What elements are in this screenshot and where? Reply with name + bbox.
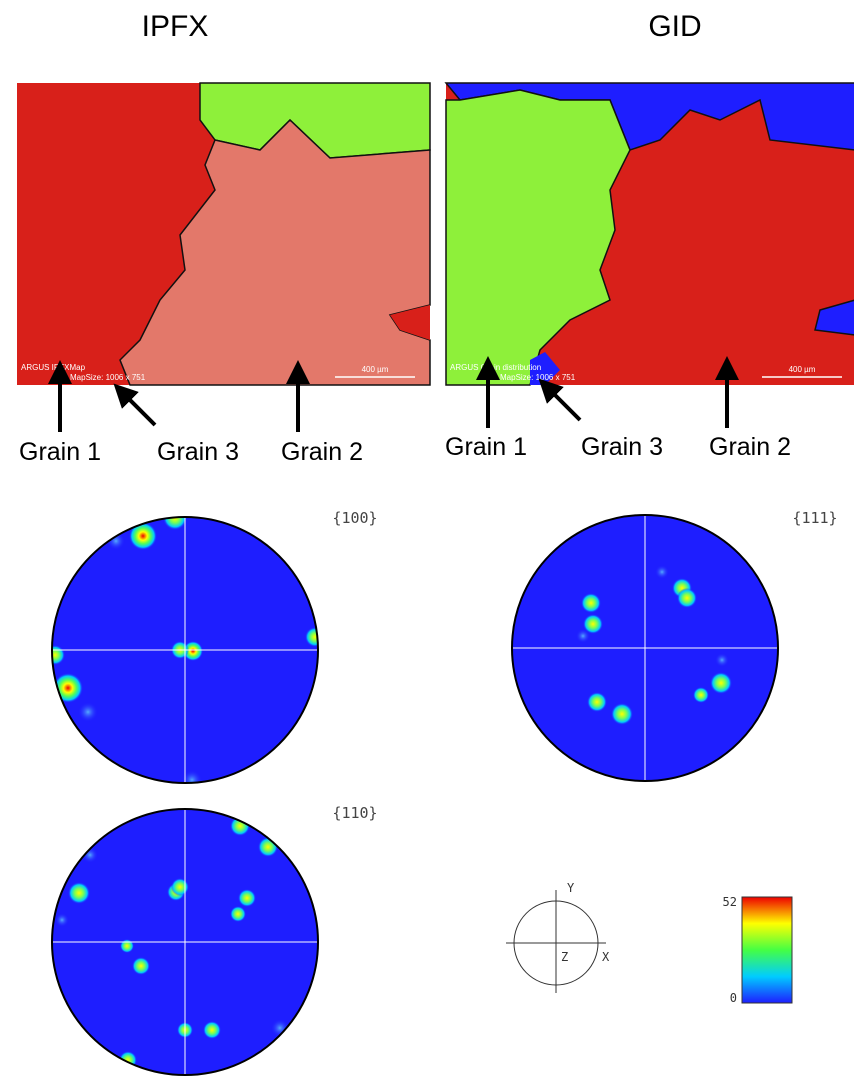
arrows bbox=[48, 356, 739, 432]
reference-axes bbox=[506, 890, 606, 993]
grain-label: Grain 3 bbox=[157, 438, 239, 466]
scale-bar-label: 400 µm bbox=[362, 365, 389, 374]
pole-figure-label: {111} bbox=[792, 509, 837, 527]
pole-figure-label: {100} bbox=[332, 509, 377, 527]
grain-label: Grain 3 bbox=[581, 433, 663, 461]
grain-label: Grain 2 bbox=[281, 438, 363, 466]
ipfx-map: ARGUS IPFXMap MapSize: 1006 x 751 400 µm bbox=[17, 82, 431, 386]
scale-bar-label: 400 µm bbox=[789, 365, 816, 374]
map-size: MapSize: 1006 x 751 bbox=[70, 373, 146, 382]
map-caption: ARGUS IPFXMap bbox=[21, 363, 86, 372]
map-size: MapSize: 1006 x 751 bbox=[500, 373, 576, 382]
grain-label: Grain 1 bbox=[19, 438, 101, 466]
axis-label: X bbox=[602, 950, 610, 964]
grain-label: Grain 2 bbox=[709, 433, 791, 461]
pole-figure bbox=[51, 516, 319, 784]
gid-map: ARGUS Grain distribution MapSize: 1006 x… bbox=[444, 82, 854, 386]
colorbar-label: 52 bbox=[723, 895, 737, 909]
panel-title: GID bbox=[648, 10, 701, 43]
map-caption: ARGUS Grain distribution bbox=[450, 363, 541, 372]
colorbar bbox=[741, 896, 793, 1004]
grain-label: Grain 1 bbox=[445, 433, 527, 461]
panel-title: IPFX bbox=[142, 10, 209, 43]
pole-figure bbox=[511, 514, 779, 782]
axis-label: Y bbox=[567, 881, 575, 895]
pole-figure bbox=[51, 808, 319, 1076]
pole-figure-label: {110} bbox=[332, 804, 377, 822]
colorbar-label: 0 bbox=[730, 991, 737, 1005]
axis-label: Z bbox=[561, 950, 568, 964]
